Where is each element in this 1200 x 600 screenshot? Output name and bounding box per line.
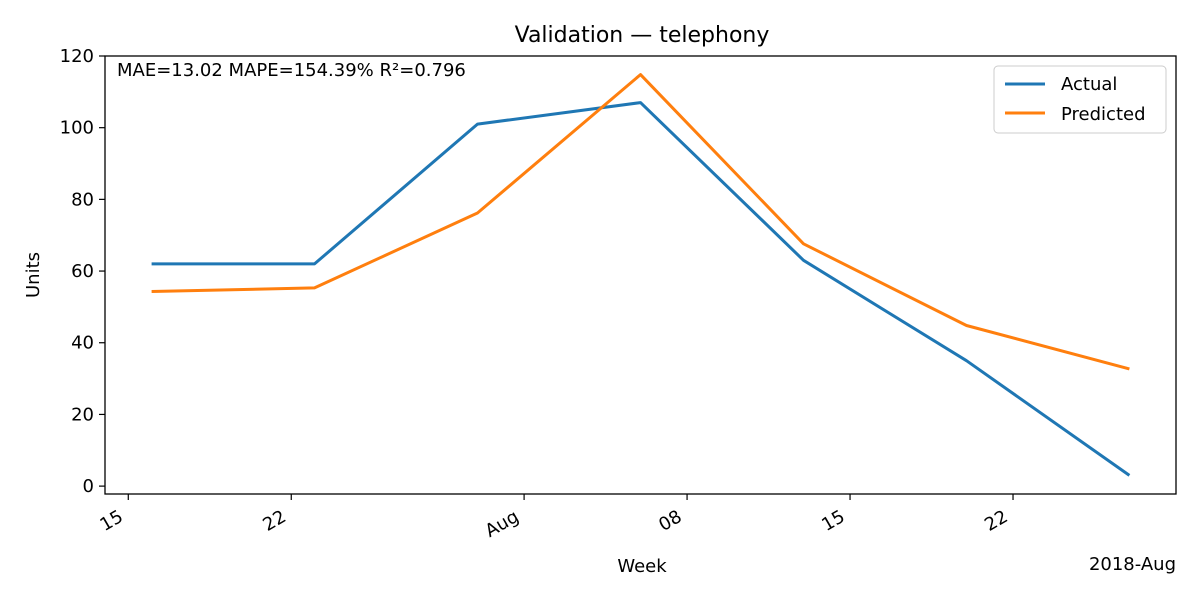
y-tick-label: 40 bbox=[71, 333, 94, 354]
series-line-predicted bbox=[151, 73, 1130, 371]
x-axis-label: Week bbox=[617, 556, 667, 577]
x-offset-label: 2018-Aug bbox=[1089, 554, 1176, 575]
x-tick-label: 08 bbox=[655, 506, 685, 536]
x-tick-label: 15 bbox=[96, 506, 126, 536]
metrics-annotation: MAE=13.02 MAPE=154.39% R²=0.796 bbox=[117, 60, 466, 81]
y-tick-label: 0 bbox=[83, 476, 94, 497]
series-layer bbox=[151, 73, 1131, 477]
x-tick-label: 22 bbox=[981, 506, 1011, 536]
x-tick-label: 22 bbox=[259, 506, 289, 536]
y-tick-label: 120 bbox=[60, 46, 94, 67]
y-tick-label: 80 bbox=[71, 189, 94, 210]
y-tick-label: 100 bbox=[60, 118, 94, 139]
chart-title: Validation — telephony bbox=[515, 23, 770, 48]
legend-label-actual: Actual bbox=[1061, 74, 1117, 95]
y-tick-label: 20 bbox=[71, 404, 94, 425]
x-axis: 15 22 Aug 08 15 22 bbox=[96, 494, 1014, 542]
x-tick-label: Aug bbox=[482, 506, 523, 542]
series-line-actual bbox=[151, 101, 1131, 477]
y-tick-label: 60 bbox=[71, 261, 94, 282]
y-axis: 0 20 40 60 80 100 120 bbox=[60, 46, 105, 497]
y-axis-label: Units bbox=[23, 252, 44, 298]
plot-area bbox=[104, 55, 1177, 495]
x-tick-label: 15 bbox=[818, 506, 848, 536]
legend-label-predicted: Predicted bbox=[1061, 104, 1146, 125]
legend: Actual Predicted bbox=[993, 65, 1167, 134]
